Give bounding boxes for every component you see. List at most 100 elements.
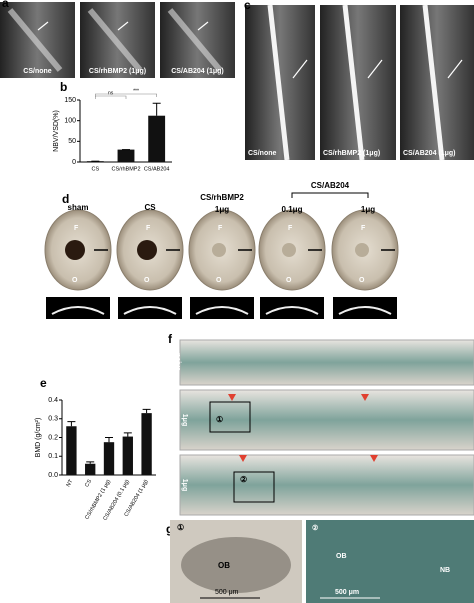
ct-bone <box>51 306 105 315</box>
bone <box>87 8 143 72</box>
defect <box>137 240 157 260</box>
region-label: ① <box>216 415 223 424</box>
y-tick-label: 100 <box>64 118 76 125</box>
image-label: CS/rhBMP2 (1μg) <box>323 150 380 157</box>
x-tick-label: CS <box>92 166 100 172</box>
bracket <box>291 192 369 198</box>
rod <box>422 4 445 161</box>
micrograph <box>306 520 474 603</box>
histology-image <box>179 339 474 386</box>
panel-label: a <box>2 0 9 10</box>
ct-bone <box>338 306 392 315</box>
bar <box>85 463 96 475</box>
image-label: CS/AB204 (1μg) <box>403 150 456 157</box>
tissue-label: NB <box>440 567 450 574</box>
scale-label: 500 μm <box>215 589 239 596</box>
group-label: CS/AB204 <box>311 181 350 190</box>
skull-marker: F <box>361 225 366 232</box>
arrow <box>228 394 236 401</box>
x-tick-label: NT <box>66 478 75 488</box>
dose-label: 0.1μg <box>282 205 303 214</box>
image-label: CS/none <box>23 68 51 75</box>
region-label: ① <box>177 523 184 532</box>
skull-marker: F <box>218 225 223 232</box>
error-bar <box>105 437 113 443</box>
error-bar <box>142 408 151 414</box>
bone <box>167 8 223 72</box>
error-bar <box>152 102 161 116</box>
row-label: CS/AB204 <box>172 468 179 502</box>
row-label: naive <box>174 353 181 371</box>
significance-label: *** <box>133 88 139 94</box>
error-bar <box>67 421 76 427</box>
group-label: CS/rhBMP2 <box>200 193 244 202</box>
defect <box>282 243 296 257</box>
arrow <box>370 455 378 462</box>
dose-label: 1μg <box>361 205 375 214</box>
skull-marker: O <box>216 277 222 284</box>
bar <box>103 442 115 475</box>
error-bar <box>86 461 95 464</box>
y-axis-label: BMD (g/cm²) <box>35 418 42 458</box>
panel-label: b <box>60 80 67 94</box>
y-tick-label: 0.1 <box>48 453 58 460</box>
y-axis-label: NBV/VSD(%) <box>53 110 60 152</box>
skull-marker: F <box>74 225 79 232</box>
x-tick-label: CS/rhBMP2 <box>111 166 140 172</box>
arrow <box>361 394 369 401</box>
tissue <box>181 537 291 593</box>
y-tick-label: 0.4 <box>48 397 58 404</box>
skull-marker: O <box>359 277 365 284</box>
rod <box>267 4 290 161</box>
region-label: ② <box>312 524 318 532</box>
y-tick-label: 150 <box>64 97 76 104</box>
row-label: CS/rhBMP2 <box>172 401 179 439</box>
arrow <box>447 59 463 79</box>
histology-image <box>179 454 474 516</box>
image-label: CS/none <box>248 150 276 157</box>
row-label: 1μg <box>181 414 188 426</box>
y-tick-label: 0.2 <box>48 434 58 441</box>
defect <box>212 243 226 257</box>
significance-label: ns <box>108 90 114 96</box>
ct-bone <box>265 306 319 315</box>
panel-label: d <box>62 192 69 206</box>
arrow <box>292 59 308 79</box>
ct-bone <box>123 306 177 315</box>
skull-marker: F <box>146 225 151 232</box>
image-label: CS/AB204 (1μg) <box>171 68 224 75</box>
panel-label: f <box>168 332 173 346</box>
histology-image <box>179 389 474 451</box>
group-label: CS <box>144 203 156 212</box>
scale-label: 500 μm <box>335 589 359 596</box>
skull-marker: O <box>144 277 150 284</box>
bar <box>66 426 77 475</box>
arrow <box>197 21 209 31</box>
region-label: ② <box>240 475 247 484</box>
significance-bracket <box>95 93 157 97</box>
panel-label: c <box>244 0 251 12</box>
error-bar <box>123 432 132 437</box>
panel-label: e <box>40 376 47 390</box>
skull-marker: O <box>72 277 78 284</box>
image-label: CS/rhBMP2 (1μg) <box>89 68 146 75</box>
y-tick-label: 50 <box>68 138 76 145</box>
x-tick-label: CS/AB204 <box>144 166 170 172</box>
tissue-label: OB <box>336 553 347 560</box>
arrow <box>239 455 247 462</box>
x-tick-label: CS <box>84 478 93 488</box>
bar <box>122 436 133 475</box>
ct-bone <box>195 306 249 315</box>
bar <box>148 115 166 162</box>
skull-marker: O <box>286 277 292 284</box>
roi-box <box>233 471 275 503</box>
y-tick-label: 0.3 <box>48 416 58 423</box>
significance-bracket <box>95 95 127 99</box>
panel-label: g <box>166 522 173 536</box>
arrow <box>37 21 49 31</box>
rod <box>342 4 365 161</box>
tissue-label: OB <box>218 561 230 570</box>
bone <box>7 8 63 72</box>
